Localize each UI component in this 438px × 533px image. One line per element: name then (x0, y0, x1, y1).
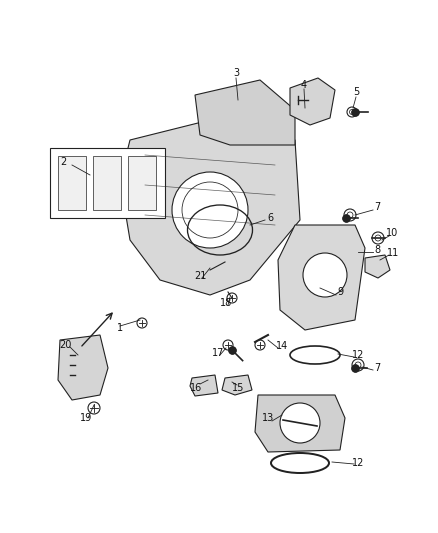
Text: 12: 12 (352, 458, 364, 468)
Circle shape (372, 232, 384, 244)
Bar (50, 148, 165, 218)
Circle shape (350, 109, 354, 115)
Bar (93, 156, 121, 210)
Circle shape (344, 209, 356, 221)
Circle shape (137, 318, 147, 328)
Polygon shape (195, 80, 295, 145)
Circle shape (352, 359, 364, 371)
Text: 7: 7 (374, 202, 380, 212)
Text: 4: 4 (301, 80, 307, 90)
Text: 5: 5 (353, 87, 359, 97)
Text: 9: 9 (337, 287, 343, 297)
Polygon shape (365, 255, 390, 278)
Polygon shape (278, 225, 365, 330)
Text: 18: 18 (220, 298, 232, 308)
Text: 17: 17 (212, 348, 224, 358)
Text: 13: 13 (262, 413, 274, 423)
Circle shape (227, 293, 237, 303)
Text: 10: 10 (386, 228, 398, 238)
Text: 8: 8 (374, 245, 380, 255)
Text: 19: 19 (80, 413, 92, 423)
Text: 2: 2 (60, 157, 66, 167)
Text: 20: 20 (59, 340, 71, 350)
Circle shape (347, 107, 357, 117)
Text: 7: 7 (374, 363, 380, 373)
Circle shape (303, 253, 347, 297)
Text: 16: 16 (190, 383, 202, 393)
Polygon shape (255, 395, 345, 452)
Circle shape (223, 340, 233, 350)
Bar (58, 156, 86, 210)
Text: 12: 12 (352, 350, 364, 360)
Bar (128, 156, 156, 210)
Polygon shape (190, 375, 218, 396)
Circle shape (355, 362, 361, 368)
Text: 21: 21 (194, 271, 206, 281)
Circle shape (255, 340, 265, 350)
Circle shape (88, 402, 100, 414)
Text: 15: 15 (232, 383, 244, 393)
Text: 14: 14 (276, 341, 288, 351)
Polygon shape (58, 335, 108, 400)
Circle shape (347, 212, 353, 218)
Circle shape (172, 172, 248, 248)
Polygon shape (120, 115, 300, 295)
Text: 3: 3 (233, 68, 239, 78)
Circle shape (375, 235, 381, 241)
Polygon shape (222, 375, 252, 395)
Polygon shape (290, 78, 335, 125)
Text: 1: 1 (117, 323, 123, 333)
Text: 6: 6 (267, 213, 273, 223)
Circle shape (280, 403, 320, 443)
Text: 11: 11 (387, 248, 399, 258)
